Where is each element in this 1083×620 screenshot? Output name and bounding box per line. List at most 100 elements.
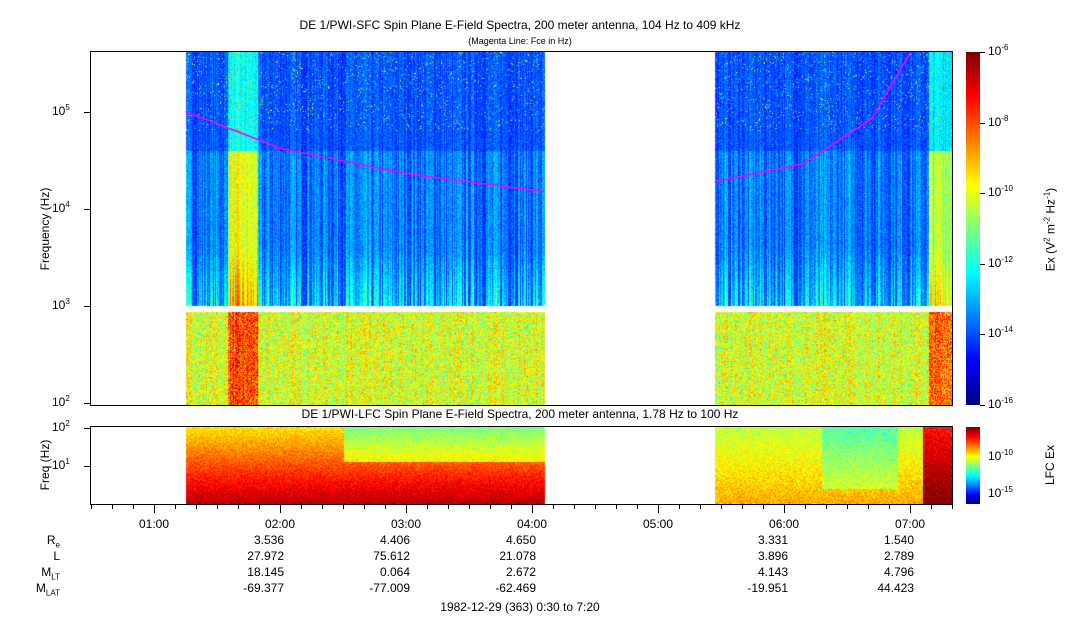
x-minor-tick: [889, 505, 891, 509]
sfc-spectrogram: [91, 52, 952, 405]
x-minor-tick: [868, 505, 870, 509]
ephemeris-label: Re: [46, 533, 60, 550]
x-minor-tick: [679, 505, 681, 509]
y-tick-2: [84, 403, 90, 405]
x-minor-tick: [931, 505, 933, 509]
ephemeris-value: 4.143: [758, 565, 789, 579]
x-minor-tick: [574, 505, 576, 509]
colorbar-tick-label-2: 10-10: [988, 184, 1013, 200]
ephemeris-value: -69.377: [243, 581, 284, 595]
x-minor-tick: [700, 505, 702, 509]
lfc-y-tick-2: [84, 428, 90, 429]
x-minor-tick: [595, 505, 597, 509]
ephemeris-value: 2.789: [884, 549, 915, 563]
y-tick-label-4: 104: [52, 199, 70, 215]
y-tick-label-2: 102: [52, 394, 70, 410]
ephemeris-value: 3.331: [758, 533, 789, 547]
sfc-ylabel: Frequency (Hz): [38, 187, 52, 271]
x-minor-tick: [175, 505, 176, 509]
x-minor-tick: [112, 505, 113, 509]
x-minor-tick: [721, 505, 723, 509]
colorbar-tick-label-1: 10-8: [988, 113, 1009, 129]
x-minor-tick: [805, 505, 807, 509]
lfc-colorbar-tick-label-0: 10-10: [988, 448, 1013, 463]
x-minor-tick: [847, 505, 849, 509]
x-minor-tick: [427, 505, 429, 509]
y-tick-3: [84, 306, 90, 308]
x-minor-tick: [91, 505, 92, 509]
colorbar-tick-label-3: 10-12: [988, 254, 1013, 270]
colorbar-tick-4: [980, 334, 985, 336]
lfc-y-tick-label-2: 102: [52, 419, 70, 434]
lfc-title: DE 1/PWI-LFC Spin Plane E-Field Spectra,…: [301, 407, 739, 421]
x-minor-tick: [448, 505, 450, 509]
x-minor-tick: [154, 505, 155, 513]
y-tick-5: [84, 111, 90, 113]
x-minor-tick: [238, 505, 239, 509]
ephemeris-value: 21.078: [499, 549, 537, 563]
x-minor-tick: [952, 505, 954, 509]
x-minor-tick: [511, 505, 513, 509]
ephemeris-value: -62.469: [495, 581, 537, 595]
ephemeris-value: 3.536: [253, 533, 284, 547]
x-minor-tick: [490, 505, 492, 509]
sfc-frame: [90, 51, 953, 406]
x-minor-tick: [826, 505, 828, 509]
ephemeris-value: 0.064: [379, 565, 410, 579]
x-minor-tick: [133, 505, 134, 509]
x-minor-tick: [763, 505, 765, 509]
x-minor-tick: [280, 505, 281, 513]
time-range-caption: 1982-12-29 (363) 0:30 to 7:20: [440, 600, 600, 614]
lfc-spectrogram: [91, 427, 952, 504]
colorbar-tick-2: [980, 193, 985, 195]
x-minor-tick: [406, 505, 407, 513]
x-tick-label: 02:00: [264, 517, 296, 531]
colorbar-tick-5: [980, 405, 985, 406]
x-tick-label: 07:00: [895, 517, 926, 531]
y-tick-label-3: 103: [52, 297, 70, 313]
x-minor-tick: [343, 505, 344, 509]
x-minor-tick: [385, 505, 386, 509]
lfc-colorbar-tick-label-1: 10-15: [988, 485, 1013, 500]
fce-line-segment-1: [714, 52, 911, 183]
x-minor-tick: [196, 505, 197, 509]
x-tick-label: 06:00: [769, 517, 800, 531]
sfc-title: DE 1/PWI-SFC Spin Plane E-Field Spectra,…: [299, 18, 741, 32]
x-tick-label: 05:00: [643, 517, 674, 531]
x-minor-tick: [616, 505, 618, 509]
sfc-subtitle: (Magenta Line: Fce in Hz): [468, 36, 572, 46]
x-minor-tick: [637, 505, 639, 509]
lfc-y-tick-1: [84, 466, 90, 467]
lfc-y-tick-label-1: 101: [52, 457, 70, 472]
x-minor-tick: [364, 505, 365, 509]
x-minor-tick: [910, 505, 912, 513]
x-minor-tick: [322, 505, 323, 509]
fce-line-segment-0: [185, 110, 545, 193]
colorbar-tick-1: [980, 122, 985, 124]
colorbar-tick-3: [980, 263, 985, 265]
x-minor-tick: [217, 505, 218, 509]
sfc-colorbar: [966, 52, 980, 405]
y-tick-4: [84, 208, 90, 210]
x-tick-label: 03:00: [390, 517, 422, 531]
ephemeris-value: 2.672: [505, 565, 537, 579]
ephemeris-value: 1.540: [884, 533, 915, 547]
colorbar-tick-label-4: 10-14: [988, 325, 1013, 341]
ephemeris-value: 27.972: [247, 549, 284, 563]
colorbar-tick-0: [980, 52, 985, 53]
lfc-colorbar-label: LFC Ex: [1043, 445, 1057, 486]
x-tick-label: 04:00: [517, 517, 548, 531]
colorbar-tick-label-5: 10-16: [988, 396, 1013, 411]
ephemeris-value: 4.406: [379, 533, 410, 547]
ephemeris-value: -19.951: [747, 581, 789, 595]
y-tick-label-5: 105: [52, 102, 70, 118]
ephemeris-value: 75.612: [373, 549, 410, 563]
ephemeris-value: 4.796: [884, 565, 915, 579]
x-minor-tick: [469, 505, 471, 509]
lfc-colorbar: [966, 427, 980, 504]
ephemeris-value: 18.145: [247, 565, 284, 579]
x-minor-tick: [784, 505, 786, 513]
colorbar-tick-label-0: 10-6: [988, 43, 1009, 58]
lfc-frame: [90, 426, 953, 505]
